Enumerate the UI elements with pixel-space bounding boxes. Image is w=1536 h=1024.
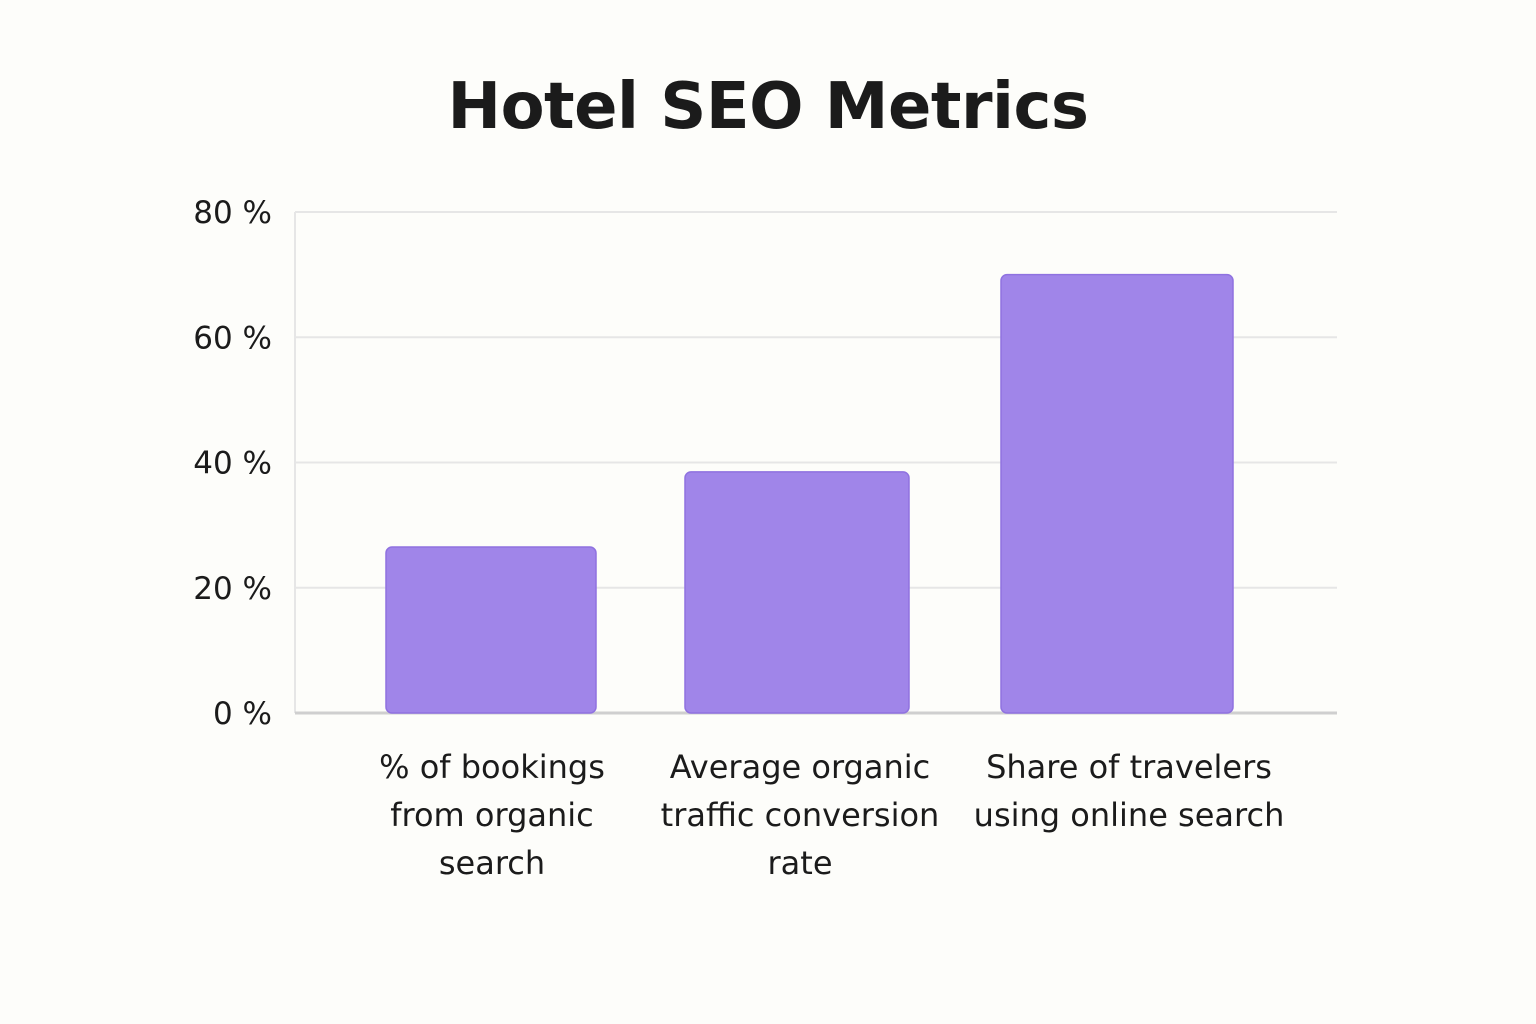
x-category-label: Share of travelers using online search xyxy=(974,748,1285,834)
x-category-label-line: search xyxy=(439,844,545,882)
bar xyxy=(385,546,597,714)
y-tick-label: 60 % xyxy=(193,320,272,356)
y-tick-label: 40 % xyxy=(193,446,272,482)
chart-title: Hotel SEO Metrics xyxy=(447,70,1089,144)
bars xyxy=(385,273,1234,714)
x-category-label-line: rate xyxy=(768,844,833,882)
x-category-label-line: from organic xyxy=(390,796,594,834)
x-category-labels: % of bookings from organic search Average o… xyxy=(379,748,1284,882)
x-category-label-line: % of bookings xyxy=(379,748,605,786)
y-tick-labels: 0 % 20 % 40 % 60 % 80 % xyxy=(193,195,272,732)
y-tick-label: 80 % xyxy=(193,195,272,231)
x-category-label-line: Share of travelers xyxy=(986,748,1272,786)
y-tick-label: 0 % xyxy=(213,696,272,732)
x-category-label-line: traffic conversion xyxy=(661,796,940,834)
y-tick-label: 20 % xyxy=(193,571,272,607)
bar xyxy=(1000,273,1234,714)
x-category-label: Average organic traffic conversion rate xyxy=(661,748,940,882)
x-category-label-line: Average organic xyxy=(670,748,930,786)
x-category-label: % of bookings from organic search xyxy=(379,748,605,882)
bar xyxy=(684,471,910,714)
x-category-label-line: using online search xyxy=(974,796,1285,834)
